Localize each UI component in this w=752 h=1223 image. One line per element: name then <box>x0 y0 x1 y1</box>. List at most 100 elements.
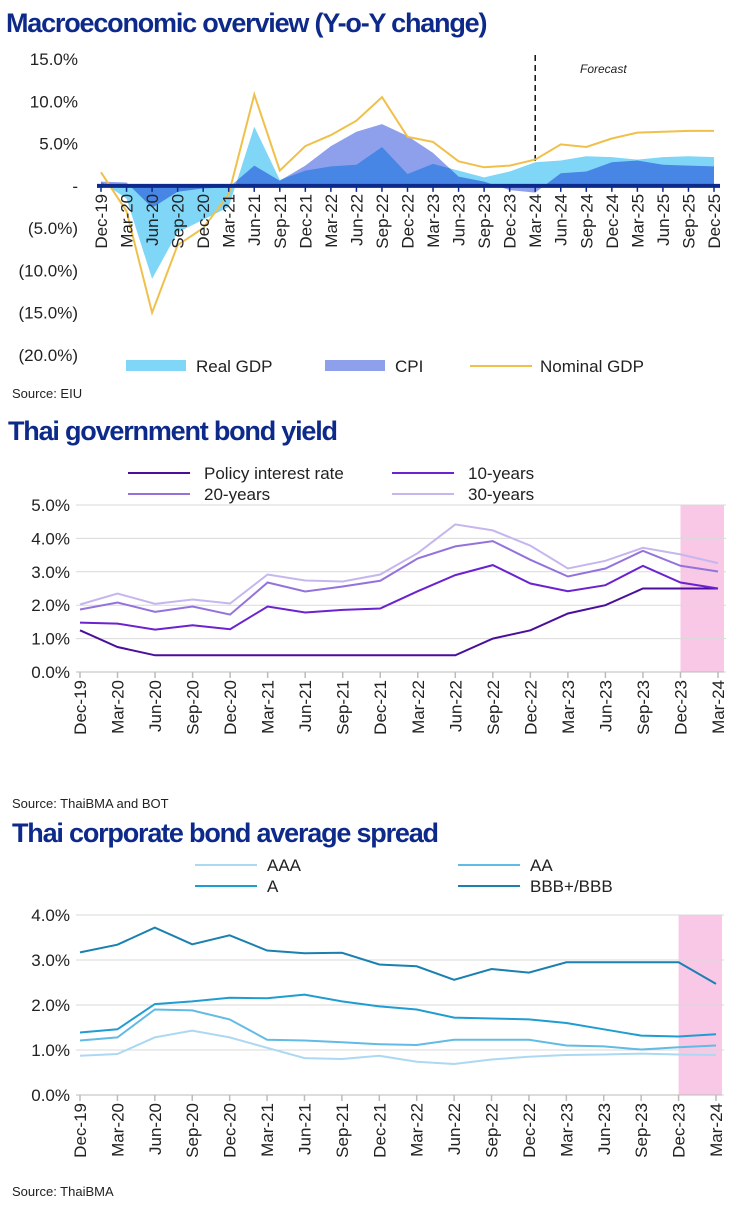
y-tick-label: (20.0%) <box>18 346 78 365</box>
x-tick-label: Dec-21 <box>296 194 315 249</box>
legend-label: BBB+/BBB <box>530 877 613 896</box>
chart3-title: Thai corporate bond average spread <box>12 818 438 848</box>
x-tick-label: Dec-20 <box>221 680 240 735</box>
series-line-policy-interest-rate <box>79 587 718 657</box>
x-tick-label: Sep-23 <box>634 680 653 735</box>
x-tick-label: Mar-23 <box>557 1103 576 1157</box>
chart1-plot: 15.0% 10.0% 5.0% - (5.0%) (10.0%) (15.0%) (20.0… <box>18 50 724 376</box>
chart1-title: Macroeconomic overview (Y-o-Y change) <box>6 8 486 38</box>
x-tick-label: Mar-22 <box>408 1103 427 1157</box>
series-line-20-years <box>79 540 719 616</box>
x-tick-label: Dec-20 <box>194 194 213 249</box>
legend-swatch <box>325 360 385 371</box>
legend-label: Nominal GDP <box>540 357 644 376</box>
x-tick-label: Sep-22 <box>373 194 392 249</box>
x-tick-label: Mar-24 <box>707 1103 726 1157</box>
series-area-cpi <box>101 124 714 208</box>
y-tick-label: 3.0% <box>31 563 70 582</box>
x-tick-label: Sep-20 <box>184 680 203 735</box>
series-line-aa <box>79 1008 717 1051</box>
series-line-10-years <box>79 564 719 631</box>
y-tick-label: 2.0% <box>31 596 70 615</box>
x-tick-label: Jun-20 <box>146 1103 165 1155</box>
x-tick-label: Sep-20 <box>169 194 188 249</box>
x-tick-label: Dec-23 <box>501 194 520 249</box>
x-tick-label: Mar-23 <box>424 194 443 248</box>
x-tick-label: Dec-23 <box>670 1103 689 1158</box>
x-tick-label: Sep-24 <box>577 194 596 249</box>
chart3-source: Source: ThaiBMA <box>12 1184 114 1199</box>
x-tick-label: Dec-22 <box>520 1103 539 1158</box>
x-tick-label: Jun-23 <box>450 194 469 246</box>
x-tick-label: Sep-23 <box>475 194 494 249</box>
x-tick-label: Jun-24 <box>552 194 571 246</box>
x-tick-label: Jun-23 <box>595 1103 614 1155</box>
y-tick-label: - <box>72 177 78 196</box>
y-tick-label: 2.0% <box>31 996 70 1015</box>
legend-label: Policy interest rate <box>204 464 344 483</box>
x-tick-label: Sep-20 <box>183 1103 202 1158</box>
x-tick-label: Dec-23 <box>671 680 690 735</box>
x-tick-label: Jun-21 <box>296 680 315 732</box>
series-line-nominal-gdp <box>100 90 714 317</box>
legend-label: CPI <box>395 357 423 376</box>
y-tick-label: (5.0%) <box>28 219 78 238</box>
chart1-source: Source: EIU <box>12 386 82 401</box>
x-tick-label: Jun-25 <box>654 194 673 246</box>
x-tick-label: Dec-24 <box>603 194 622 249</box>
x-tick-label: Sep-22 <box>484 680 503 735</box>
x-tick-label: Mar-20 <box>109 680 128 734</box>
x-tick-label: Mar-20 <box>118 194 137 248</box>
series-line-30-years <box>79 523 719 606</box>
x-tick-label: Sep-21 <box>271 194 290 249</box>
legend-swatch <box>126 360 186 371</box>
y-tick-label: (15.0%) <box>18 304 78 323</box>
series-line-aaa <box>79 1029 717 1066</box>
y-tick-label: 3.0% <box>31 951 70 970</box>
x-tick-label: Jun-20 <box>146 680 165 732</box>
legend-label: 30-years <box>468 485 534 504</box>
legend-label: AAA <box>267 856 302 875</box>
chart2-source: Source: ThaiBMA and BOT <box>12 796 169 811</box>
x-tick-label: Dec-19 <box>71 680 90 735</box>
x-tick-label: Jun-22 <box>347 194 366 246</box>
x-tick-label: Jun-20 <box>143 194 162 246</box>
y-tick-label: 4.0% <box>31 529 70 548</box>
y-tick-label: 0.0% <box>31 663 70 682</box>
x-tick-label: Mar-21 <box>259 680 278 734</box>
x-tick-label: Mar-21 <box>258 1103 277 1157</box>
x-tick-label: Jun-23 <box>596 680 615 732</box>
x-tick-label: Sep-21 <box>333 1103 352 1158</box>
x-tick-label: Mar-24 <box>709 680 728 734</box>
x-tick-label: Dec-21 <box>371 680 390 735</box>
y-tick-label: 1.0% <box>31 630 70 649</box>
x-tick-label: Dec-20 <box>221 1103 240 1158</box>
y-tick-label: 0.0% <box>31 1086 70 1105</box>
x-tick-label: Jun-21 <box>245 194 264 246</box>
legend-label: AA <box>530 856 553 875</box>
y-tick-label: 1.0% <box>31 1041 70 1060</box>
x-tick-label: Mar-24 <box>526 194 545 248</box>
x-tick-label: Sep-23 <box>632 1103 651 1158</box>
series-area-real-gdp <box>101 126 714 279</box>
chart3-plot: 0.0% 1.0% 2.0% 3.0% 4.0% Dec-19 Mar-20 Jun-20 Se… <box>31 856 726 1158</box>
x-tick-label: Dec-21 <box>370 1103 389 1158</box>
x-tick-label: Mar-20 <box>108 1103 127 1157</box>
chart2-plot: 0.0% 1.0% 2.0% 3.0% 4.0% 5.0% Dec-19 Mar-20 Jun-… <box>31 464 728 735</box>
series-line-bbb-bbb <box>79 926 717 985</box>
legend-label: 20-years <box>204 485 270 504</box>
x-tick-label: Dec-19 <box>71 1103 90 1158</box>
x-tick-label: Dec-22 <box>399 194 418 249</box>
x-tick-label: Sep-25 <box>679 194 698 249</box>
series-line-a <box>79 993 717 1038</box>
y-tick-label: 10.0% <box>30 92 78 111</box>
y-tick-label: (10.0%) <box>18 261 78 280</box>
x-tick-label: Mar-21 <box>220 194 239 248</box>
x-tick-label: Sep-21 <box>334 680 353 735</box>
legend-label: Real GDP <box>196 357 273 376</box>
legend-label: A <box>267 877 279 896</box>
legend-label: 10-years <box>468 464 534 483</box>
y-tick-label: 5.0% <box>31 496 70 515</box>
y-tick-label: 15.0% <box>30 50 78 69</box>
